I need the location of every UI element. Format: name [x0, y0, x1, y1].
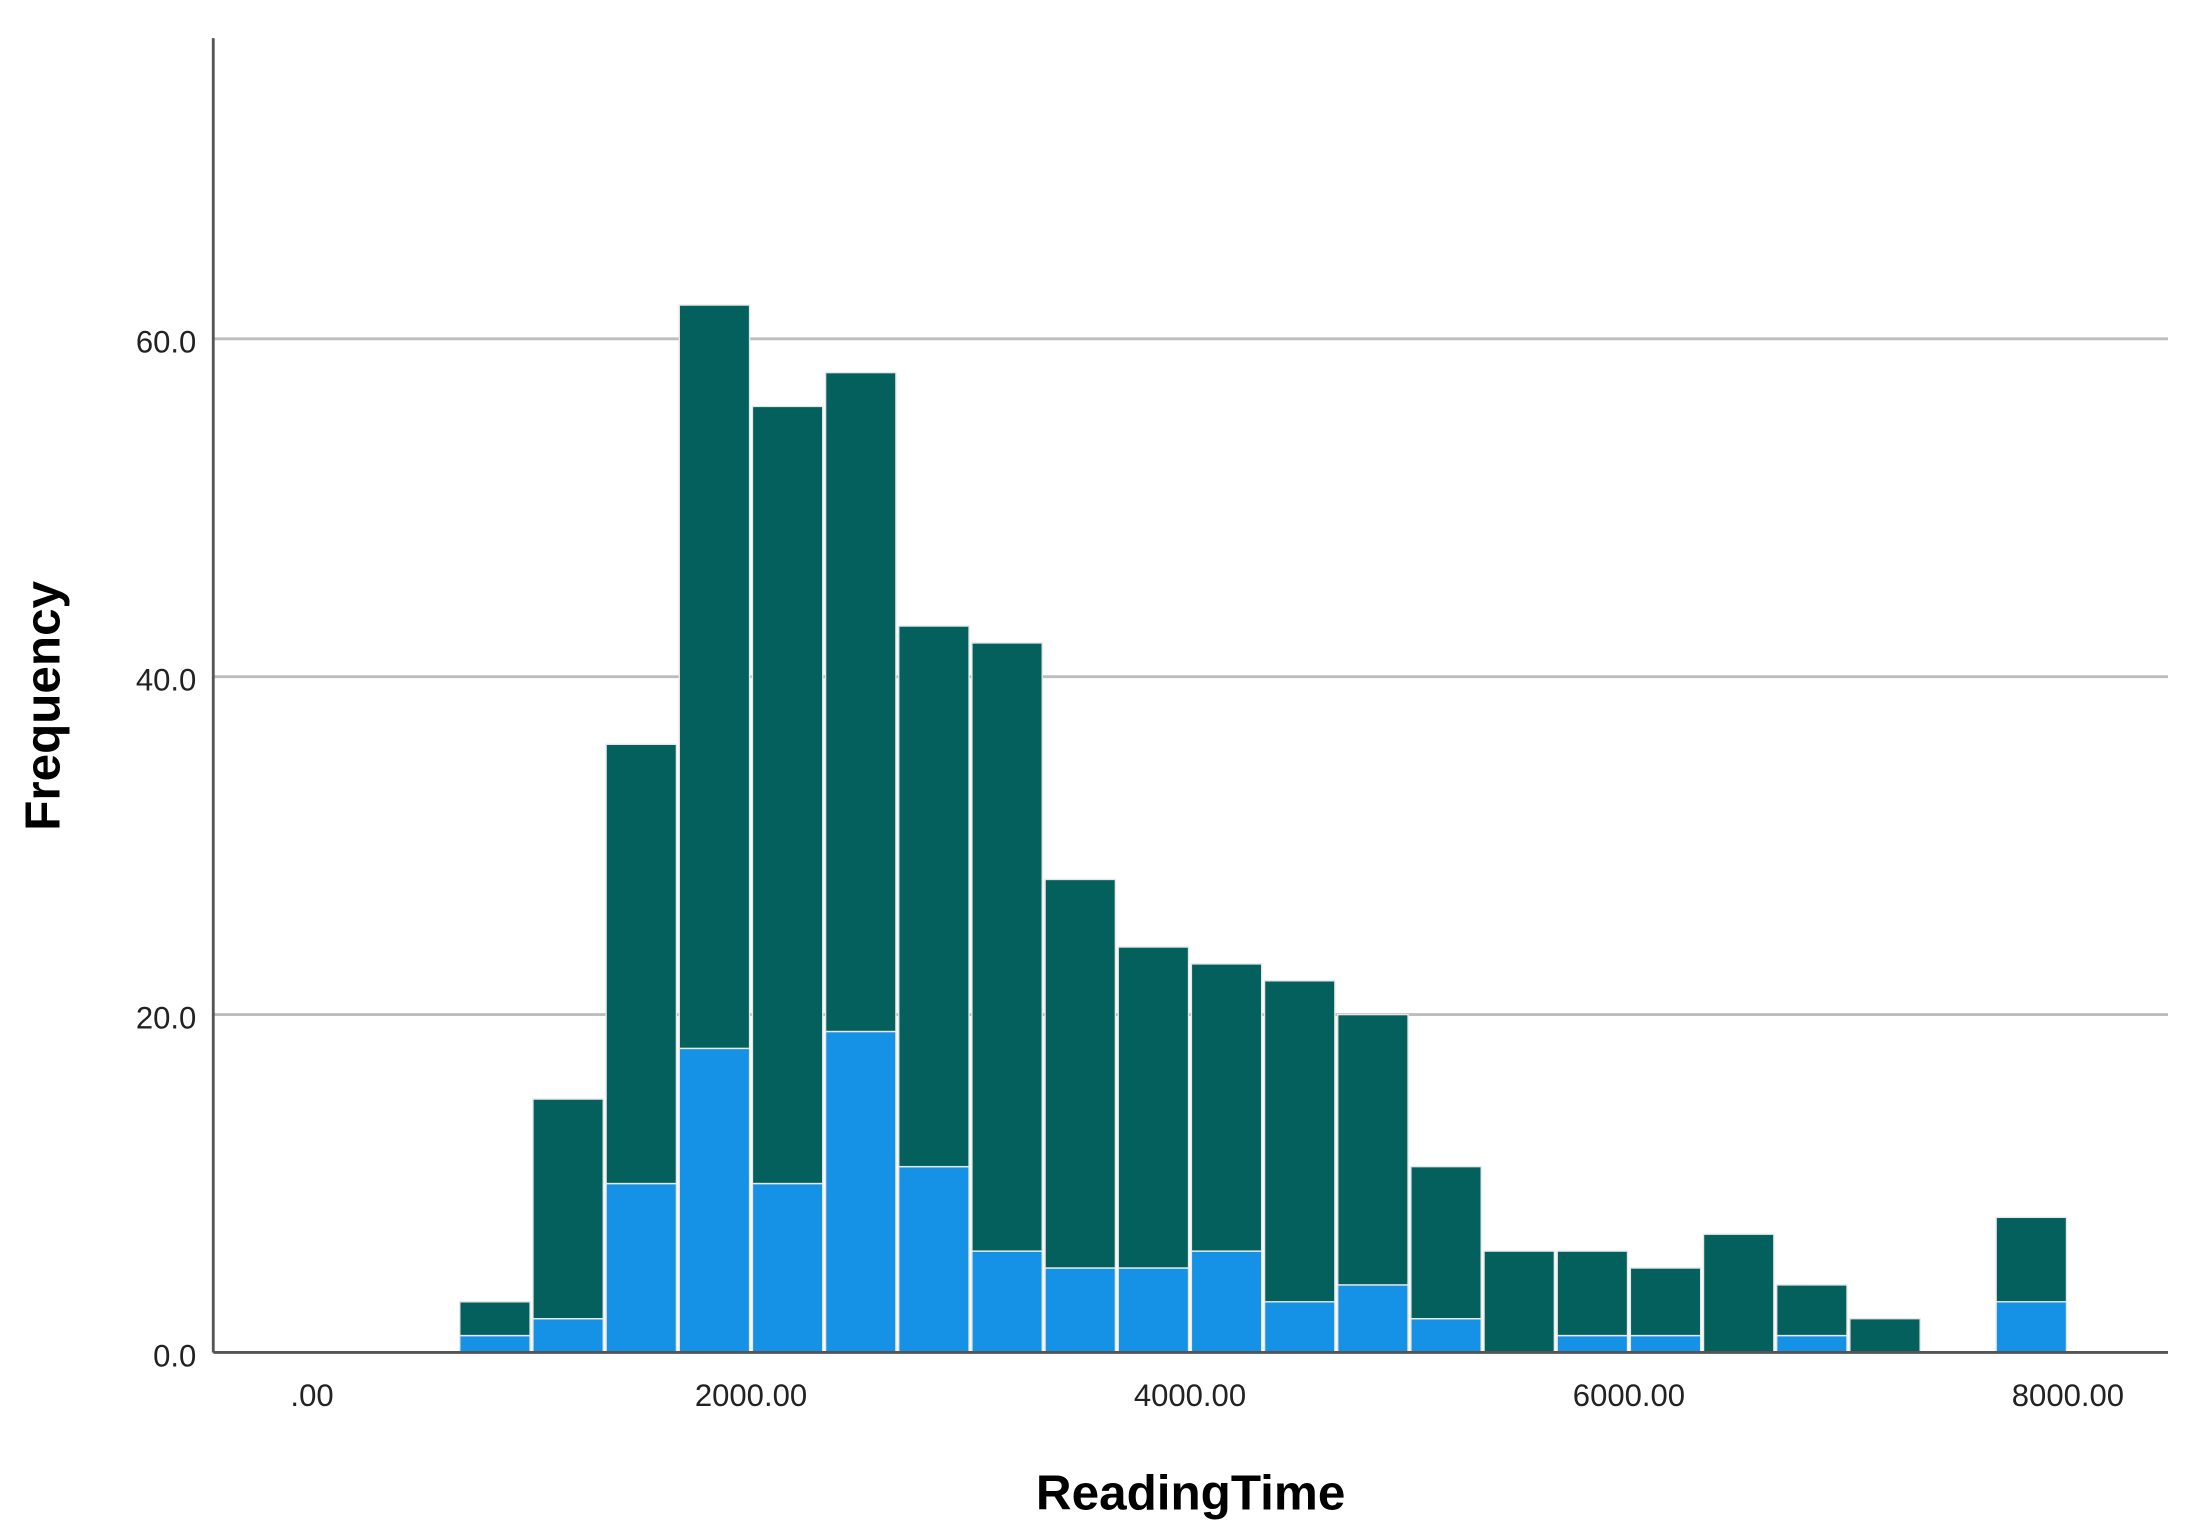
bar: [1336, 1284, 1409, 1354]
bar: [824, 371, 897, 1033]
x-axis-label: ReadingTime: [1036, 1466, 1345, 1521]
bar: [1629, 1334, 1702, 1354]
bar: [605, 1182, 678, 1354]
bar: [1995, 1216, 2068, 1303]
bar: [1190, 1250, 1263, 1354]
bar: [678, 304, 751, 1050]
y-axis-label: Frequency: [16, 580, 71, 830]
bar: [1263, 980, 1336, 1303]
y-tick-label: 40.0: [136, 663, 196, 698]
bar: [459, 1334, 531, 1354]
y-tick-label: 60.0: [136, 325, 196, 360]
bar: [1629, 1267, 1702, 1337]
bar: [751, 1182, 824, 1354]
x-tick-label: 2000.00: [695, 1378, 807, 1413]
bar: [532, 1317, 604, 1354]
bar: [898, 625, 970, 1168]
bar: [1775, 1284, 1848, 1337]
bar: [1263, 1301, 1336, 1354]
bar: [971, 1250, 1043, 1354]
bar: [898, 1165, 970, 1354]
bar: [1995, 1301, 2068, 1354]
bar: [1044, 878, 1117, 1269]
x-tick-label: 8000.00: [2012, 1378, 2124, 1413]
bar: [751, 405, 824, 1185]
bar: [1556, 1250, 1629, 1337]
x-tick-label: 4000.00: [1134, 1378, 1246, 1413]
bar: [605, 743, 678, 1185]
bar: [1117, 1267, 1190, 1354]
bar: [678, 1047, 751, 1354]
bar: [1702, 1233, 1775, 1354]
bar: [1117, 946, 1190, 1269]
y-tick-label: 20.0: [136, 1000, 196, 1035]
bar: [1410, 1165, 1482, 1320]
bar: [1775, 1334, 1848, 1354]
x-tick-label: .00: [290, 1378, 333, 1413]
x-tick-label: 6000.00: [1573, 1378, 1685, 1413]
bar: [971, 642, 1043, 1252]
bar: [1410, 1317, 1482, 1354]
bar: [824, 1030, 897, 1354]
bar: [459, 1301, 531, 1337]
y-tick-label: 0.0: [153, 1338, 196, 1373]
bar: [1556, 1334, 1629, 1354]
bar: [532, 1098, 604, 1320]
bar: [1044, 1267, 1117, 1354]
bar: [1336, 1013, 1409, 1286]
bar: [1849, 1317, 1921, 1354]
bar: [1483, 1250, 1556, 1354]
bar: [1190, 963, 1263, 1252]
